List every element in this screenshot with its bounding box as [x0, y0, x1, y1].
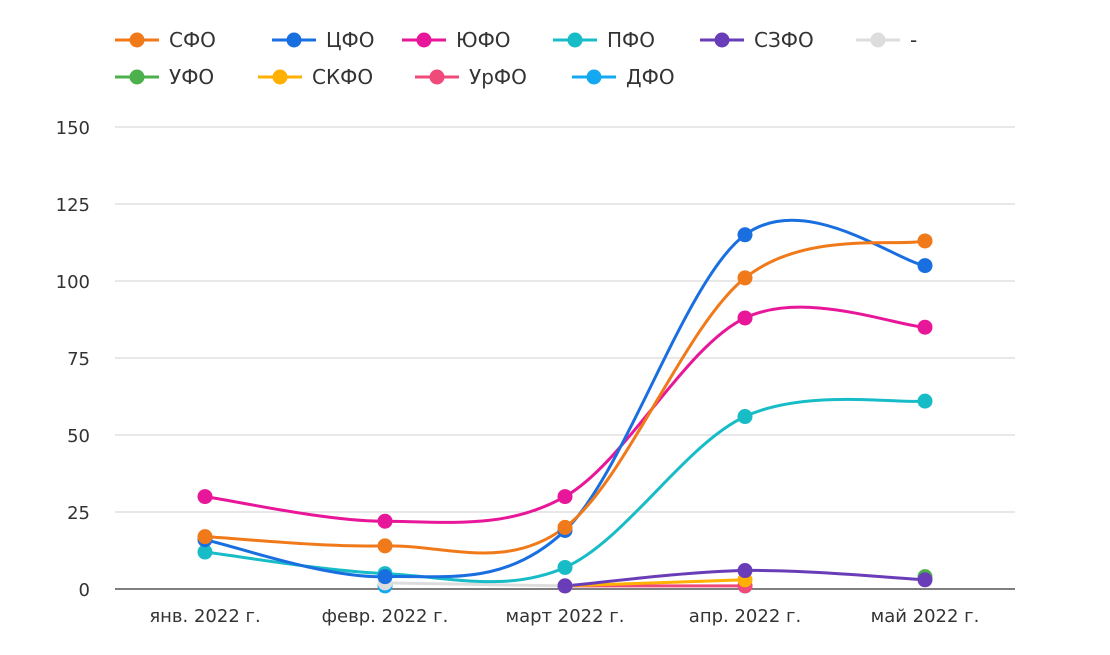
- y-tick-label: 100: [56, 272, 90, 293]
- legend-swatch-marker: [567, 32, 583, 48]
- legend-swatch-marker: [870, 32, 886, 48]
- data-point[interactable]: [377, 538, 393, 554]
- legend-swatch-marker: [416, 32, 432, 48]
- legend-swatch-marker: [129, 32, 145, 48]
- legend-item[interactable]: СЗФО: [700, 28, 814, 52]
- data-point[interactable]: [197, 529, 213, 545]
- legend-label: ЮФО: [456, 28, 511, 52]
- legend-item[interactable]: УФО: [115, 65, 214, 89]
- legend-swatch-marker: [286, 32, 302, 48]
- x-tick-label: февр. 2022 г.: [322, 606, 449, 627]
- legend-label: ЦФО: [326, 28, 375, 52]
- x-tick-label: янв. 2022 г.: [149, 606, 260, 627]
- data-point[interactable]: [917, 319, 933, 335]
- y-tick-label: 125: [56, 195, 90, 216]
- data-point[interactable]: [557, 559, 573, 575]
- legend-swatch-marker: [714, 32, 730, 48]
- legend-swatch-marker: [272, 69, 288, 85]
- legend-item[interactable]: -: [856, 28, 917, 52]
- data-point[interactable]: [377, 513, 393, 529]
- y-axis: 0 25 50 75 100 125 150: [56, 118, 90, 601]
- legend-item[interactable]: ЮФО: [402, 28, 511, 52]
- legend-label: СКФО: [312, 65, 373, 89]
- legend-item[interactable]: УрФО: [415, 65, 527, 89]
- data-point[interactable]: [917, 258, 933, 274]
- legend-item[interactable]: СФО: [115, 28, 216, 52]
- data-point[interactable]: [557, 519, 573, 535]
- x-tick-label: апр. 2022 г.: [689, 606, 801, 627]
- grid-lines: [115, 126, 1015, 590]
- data-point[interactable]: [557, 578, 573, 594]
- legend-item[interactable]: ДФО: [572, 65, 675, 89]
- y-tick-label: 25: [67, 503, 90, 524]
- legend-label: ПФО: [607, 28, 655, 52]
- legend-label: СФО: [169, 28, 216, 52]
- y-tick-label: 50: [67, 426, 90, 447]
- series-line: [203, 239, 927, 555]
- y-tick-label: 150: [56, 118, 90, 139]
- data-point[interactable]: [737, 227, 753, 243]
- legend-label: УрФО: [469, 65, 527, 89]
- legend-item[interactable]: ПФО: [553, 28, 655, 52]
- legend-label: -: [910, 28, 917, 52]
- x-axis: янв. 2022 г. февр. 2022 г. март 2022 г. апр…: [149, 606, 979, 627]
- data-point[interactable]: [737, 270, 753, 286]
- legend-swatch-marker: [129, 69, 145, 85]
- data-point[interactable]: [917, 233, 933, 249]
- legend-swatch-marker: [586, 69, 602, 85]
- legend: СФО ЦФО ЮФО ПФО СЗФО - УФО СКФО УрФО ДФО: [115, 28, 917, 89]
- data-point[interactable]: [917, 393, 933, 409]
- legend-label: УФО: [169, 65, 214, 89]
- data-point[interactable]: [917, 572, 933, 588]
- x-tick-label: март 2022 г.: [506, 606, 625, 627]
- data-point[interactable]: [737, 409, 753, 425]
- data-point[interactable]: [197, 544, 213, 560]
- data-point[interactable]: [377, 569, 393, 585]
- data-points: [197, 227, 933, 594]
- legend-label: СЗФО: [754, 28, 814, 52]
- data-point[interactable]: [557, 489, 573, 505]
- data-point[interactable]: [197, 489, 213, 505]
- data-point[interactable]: [737, 310, 753, 326]
- legend-label: ДФО: [626, 65, 675, 89]
- x-tick-label: май 2022 г.: [871, 606, 980, 627]
- series-line: [383, 581, 567, 588]
- legend-swatch-marker: [429, 69, 445, 85]
- y-tick-label: 75: [67, 349, 90, 370]
- legend-item[interactable]: ЦФО: [272, 28, 375, 52]
- y-tick-label: 0: [79, 580, 90, 601]
- legend-item[interactable]: СКФО: [258, 65, 373, 89]
- data-point[interactable]: [737, 563, 753, 579]
